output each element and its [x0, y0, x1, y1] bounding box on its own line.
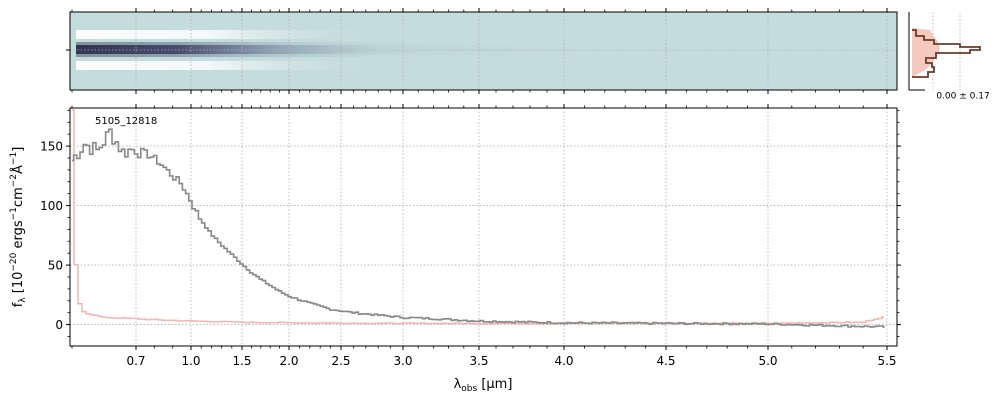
y-tick-labels: 0 50 100 150: [40, 140, 63, 332]
profile-curve: [912, 29, 981, 78]
y-tick-label: 0: [55, 318, 63, 332]
x-tick-label: 4.0: [554, 354, 573, 368]
x-tick-label: 1.5: [232, 354, 251, 368]
object-label: 5105_12818: [95, 116, 157, 127]
x-tick-label: 3.5: [469, 354, 488, 368]
flux-spectrum-line: [72, 128, 885, 328]
y-tick-label: 50: [48, 259, 63, 273]
x-tick-label: 1.0: [181, 354, 200, 368]
main-frame: [69, 107, 898, 347]
y-tick-label: 100: [40, 199, 63, 213]
x-axis-label: λobs [μm]: [454, 377, 513, 394]
x-tick-labels: 0.7 1.0 1.5 2.0 2.5 3.0 3.5 4.0 4.5 5.0 5.5: [126, 354, 896, 368]
spectrum-2d-grid: [70, 12, 897, 90]
spectrum-2d-upper-halo: [76, 30, 516, 39]
spectrum-2d-frame: [69, 11, 898, 91]
x-tick-label: 2.0: [279, 354, 298, 368]
main-grid: [70, 108, 897, 346]
spectrum-2d-trace: [76, 45, 636, 54]
spectrum-2d-lower-halo: [76, 61, 516, 70]
spectrum-2d-panel: [66, 8, 898, 94]
x-tick-label: 4.5: [656, 354, 675, 368]
error-spectrum-line: [72, 109, 884, 325]
x-tick-label: 3.0: [393, 354, 412, 368]
y-axis-label: fλ [10−20 ergs−1cm−2Å−1]: [9, 147, 28, 308]
x-tick-label: 5.5: [877, 354, 896, 368]
spectrum-1d-panel: 0.7 1.0 1.5 2.0 2.5 3.0 3.5 4.0 4.5 5.0 5.5 0 50 100…: [9, 104, 901, 394]
y-tick-label: 150: [40, 140, 63, 154]
x-tick-label: 2.5: [331, 354, 350, 368]
x-tick-label: 0.7: [126, 354, 145, 368]
x-tick-label: 5.0: [758, 354, 777, 368]
profile-label: 0.00 ± 0.17: [936, 92, 989, 102]
profile-panel: 0.00 ± 0.17: [908, 12, 990, 102]
